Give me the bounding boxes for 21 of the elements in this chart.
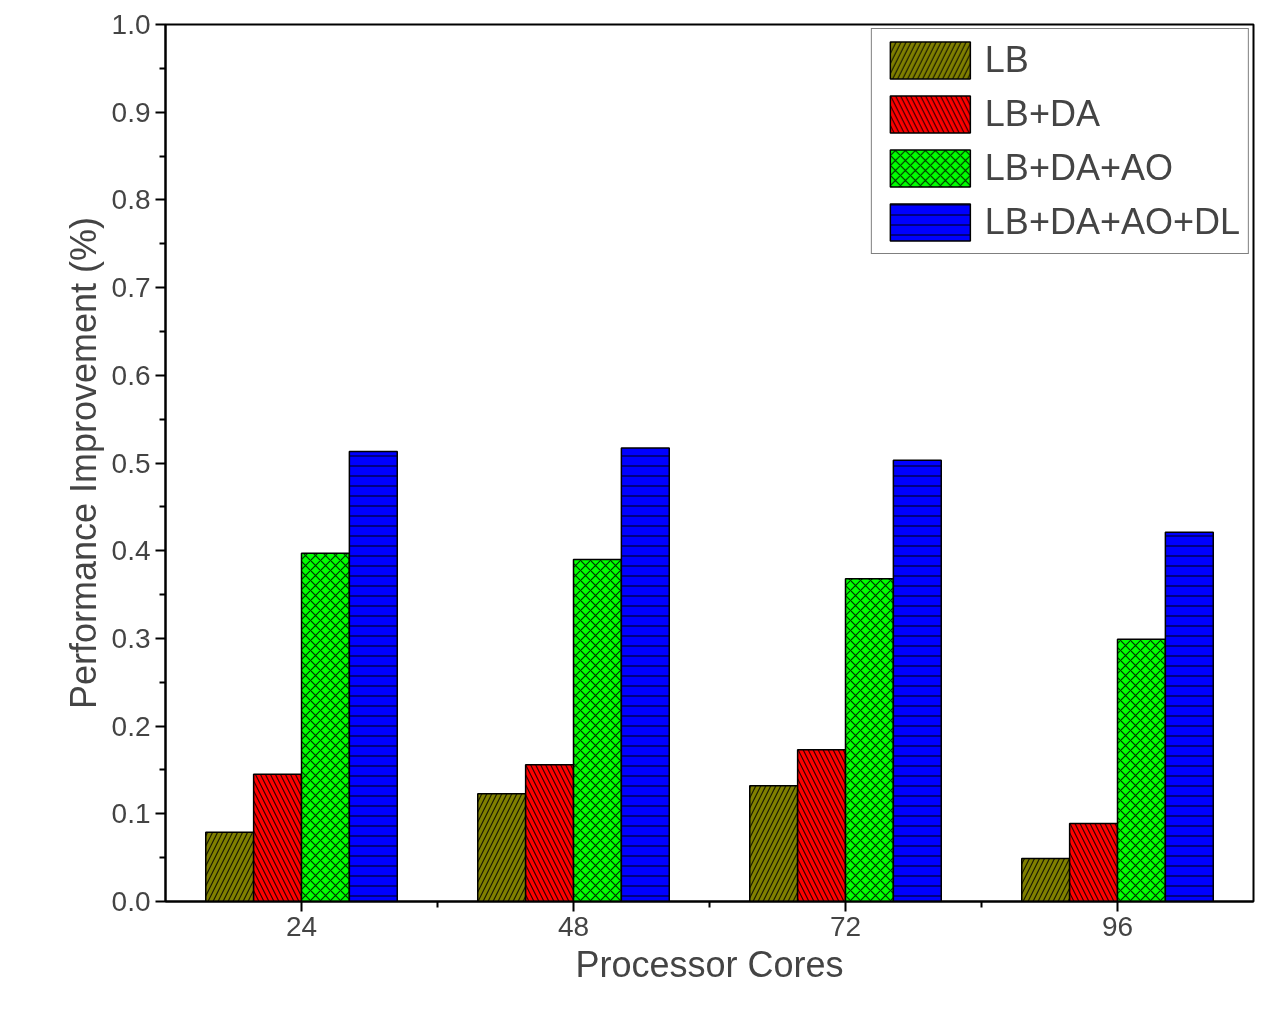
legend-label: LB+DA+AO+DL	[984, 200, 1240, 244]
legend-label: LB+DA+AO	[984, 146, 1173, 190]
x-tick-label: 48	[557, 910, 590, 942]
y-tick-label: 0.4	[111, 535, 151, 567]
y-tick-label: 0.9	[111, 96, 151, 128]
y-tick-label: 0.3	[111, 622, 151, 654]
x-tick-label: 72	[829, 910, 862, 942]
x-axis-title: Processor Cores	[575, 943, 844, 985]
y-tick-label: 1.0	[111, 9, 151, 40]
legend-label: LB	[984, 38, 1029, 82]
y-tick-label: 0.2	[111, 710, 151, 742]
x-tick-label: 24	[285, 910, 318, 942]
y-tick-label: 0.5	[111, 447, 151, 479]
legend-label: LB+DA	[984, 92, 1100, 136]
y-tick-label: 0.8	[111, 184, 151, 216]
y-tick-label: 0.6	[111, 359, 151, 391]
y-axis-title: Performance Improvement (%)	[62, 216, 104, 710]
y-tick-label: 0.0	[111, 886, 151, 917]
y-tick-label: 0.7	[111, 272, 151, 304]
x-tick-label: 96	[1101, 910, 1134, 942]
y-tick-label: 0.1	[111, 798, 151, 830]
